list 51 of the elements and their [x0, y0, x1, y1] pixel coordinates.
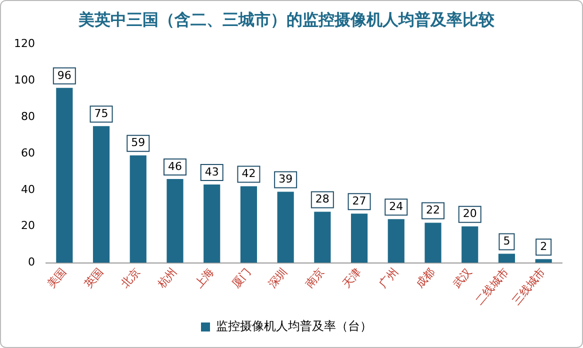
y-tick-label: 40 [20, 182, 35, 196]
data-label: 96 [57, 68, 72, 82]
x-tick-label: 厦门 [229, 265, 254, 291]
legend-label: 监控摄像机人均普及率（台） [216, 319, 372, 334]
x-tick-label: 上海 [192, 265, 216, 291]
bar [92, 126, 110, 263]
y-tick-label: 120 [14, 37, 35, 50]
data-label: 75 [94, 107, 108, 120]
x-tick-label: 英国 [82, 265, 106, 291]
data-label: 22 [426, 204, 440, 217]
x-tick-label: 成都 [413, 265, 438, 291]
chart-title: 美英中三国（含二、三城市）的监控摄像机人均普及率比较 [78, 10, 496, 29]
data-label: 5 [503, 234, 510, 248]
x-tick-label: 武汉 [450, 265, 474, 291]
data-label: 46 [168, 160, 182, 173]
bar [424, 222, 442, 263]
bar [350, 214, 368, 263]
x-tick-label: 北京 [118, 265, 143, 291]
y-tick-label: 60 [20, 146, 35, 160]
data-label: 59 [131, 136, 146, 150]
bar [314, 212, 331, 263]
data-label: 2 [540, 240, 548, 254]
x-tick-label: 美国 [44, 265, 69, 291]
data-label: 24 [389, 200, 404, 213]
bar [56, 88, 73, 263]
y-tick-label: 100 [14, 73, 35, 86]
bar [462, 226, 478, 263]
x-tick-label: 二线城市 [472, 265, 512, 308]
x-tick-label: 天津 [340, 265, 364, 291]
data-label: 39 [278, 172, 293, 186]
bar [166, 179, 184, 263]
bar [240, 186, 258, 263]
data-label: 42 [242, 167, 256, 180]
x-tick-label: 广州 [376, 265, 401, 291]
x-tick-label: 三线城市 [510, 265, 548, 308]
bar [388, 219, 404, 263]
data-label: 27 [352, 194, 366, 208]
x-tick-label: 杭州 [154, 265, 180, 292]
data-label: 28 [315, 192, 330, 206]
bar [277, 192, 294, 263]
x-tick-label: 深圳 [266, 265, 290, 291]
y-tick-label: 80 [20, 110, 35, 123]
y-tick-label: 20 [20, 219, 35, 232]
bar [130, 155, 146, 263]
x-tick-label: 南京 [302, 265, 327, 291]
bar [204, 184, 220, 263]
bar [498, 254, 516, 263]
data-label: 43 [204, 165, 219, 178]
data-label: 20 [462, 207, 477, 220]
y-tick-label: 0 [28, 256, 35, 269]
bar [535, 259, 552, 263]
